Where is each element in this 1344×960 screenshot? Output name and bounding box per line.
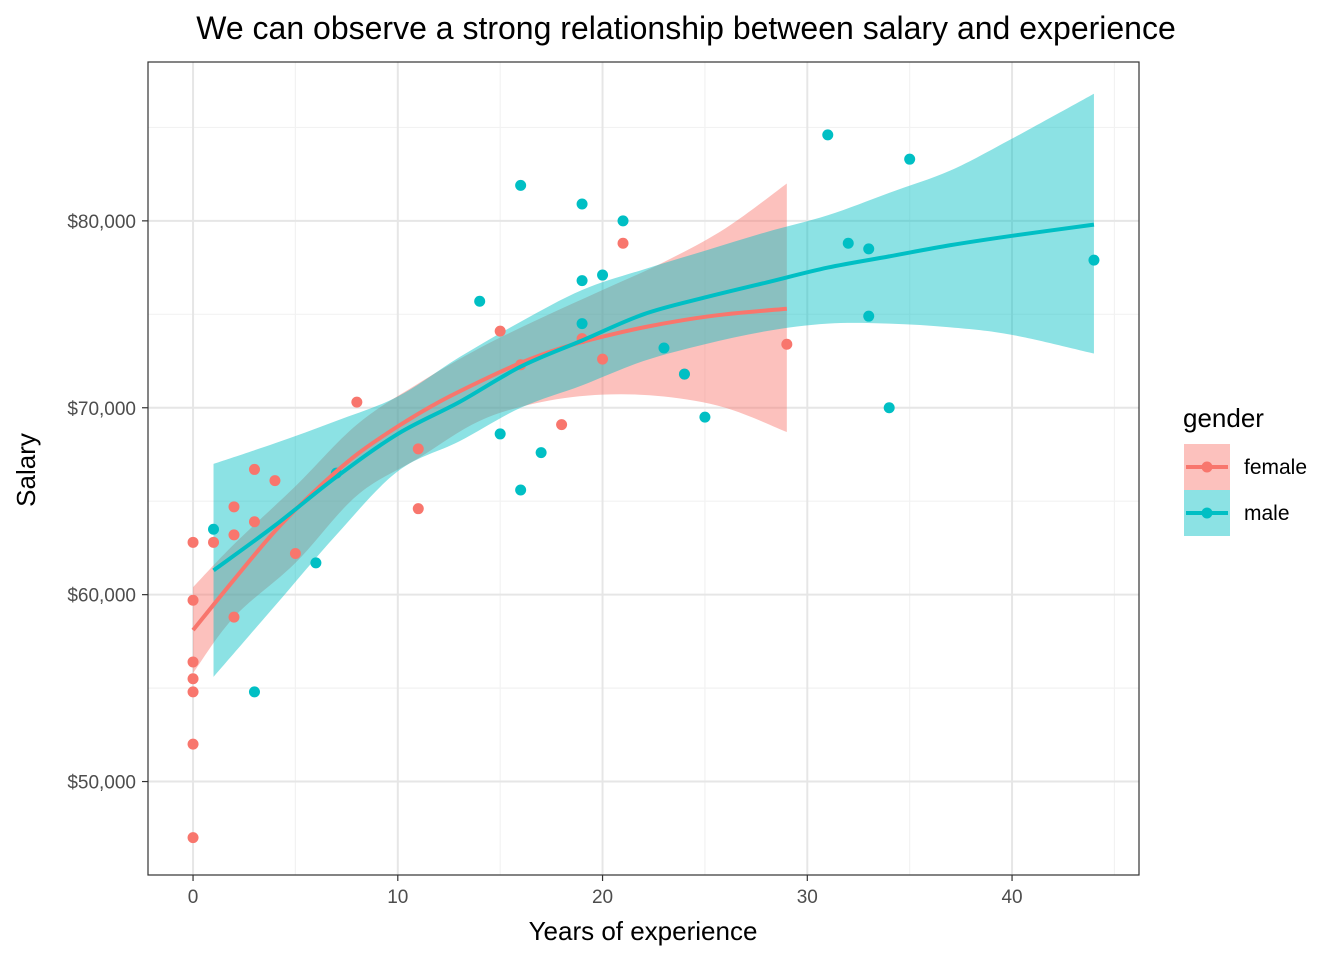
point-female: [187, 686, 199, 698]
y-tick-label: $80,000: [67, 212, 136, 233]
smooth-line-female: [191, 306, 788, 632]
legend-item-male: male: [1184, 490, 1290, 536]
point-female: [412, 443, 424, 455]
point-female: [617, 237, 629, 249]
x-tick-label: 40: [1001, 887, 1022, 908]
point-female: [228, 529, 240, 541]
legend-label: male: [1244, 502, 1290, 525]
confidence-bands: [193, 93, 1094, 677]
y-tick-label: $60,000: [67, 586, 136, 607]
point-male: [883, 402, 895, 414]
point-male: [535, 447, 547, 459]
point-male: [576, 275, 588, 287]
data-points: [187, 129, 1100, 844]
point-male: [310, 557, 322, 569]
point-female: [248, 463, 260, 475]
point-male: [474, 295, 486, 307]
point-female: [228, 501, 240, 513]
y-axis-title: Salary: [11, 433, 41, 507]
point-female: [187, 832, 199, 844]
point-female: [597, 353, 609, 365]
point-female: [187, 536, 199, 548]
point-female: [187, 656, 199, 668]
y-axis: $50,000 $60,000 $70,000 $80,000: [67, 212, 148, 794]
point-female: [187, 673, 199, 685]
point-female: [494, 325, 506, 337]
point-female: [208, 536, 220, 548]
legend-item-female: female: [1184, 444, 1307, 490]
point-male: [699, 411, 711, 423]
x-tick-label: 10: [387, 887, 408, 908]
point-female: [269, 475, 281, 487]
legend-title: gender: [1183, 403, 1264, 433]
point-male: [494, 428, 506, 440]
point-female: [228, 611, 240, 623]
y-tick-label: $70,000: [67, 399, 136, 420]
confidence-band-female: [193, 183, 787, 674]
point-male: [597, 269, 609, 281]
smooth-lines: [191, 222, 1095, 632]
y-tick-label: $50,000: [67, 773, 136, 794]
point-male: [617, 215, 629, 227]
x-tick-label: 0: [188, 887, 199, 908]
point-male: [248, 686, 260, 698]
x-axis: 0 10 20 30 40: [188, 875, 1023, 908]
point-male: [208, 523, 220, 535]
legend-key-point: [1201, 507, 1213, 519]
point-male: [842, 237, 854, 249]
point-male: [904, 153, 916, 165]
legend-label: female: [1244, 456, 1307, 479]
point-female: [187, 594, 199, 606]
point-female: [412, 503, 424, 515]
point-male: [658, 342, 670, 354]
x-tick-label: 20: [592, 887, 613, 908]
point-male: [1088, 254, 1100, 266]
point-male: [678, 368, 690, 380]
x-axis-title: Years of experience: [529, 916, 758, 946]
plot-area: [147, 61, 1140, 876]
point-female: [289, 548, 301, 560]
point-male: [863, 310, 875, 322]
point-female: [781, 338, 793, 350]
point-male: [822, 129, 834, 141]
point-male: [515, 484, 527, 496]
chart-title: We can observe a strong relationship bet…: [196, 10, 1176, 46]
x-tick-label: 30: [797, 887, 818, 908]
point-female: [187, 738, 199, 750]
panel-background: [148, 62, 1139, 875]
panel-border: [147, 61, 1140, 876]
point-male: [576, 318, 588, 330]
legend: gender female male: [1183, 403, 1307, 536]
point-male: [863, 243, 875, 255]
point-male: [576, 198, 588, 210]
smooth-line-male: [212, 222, 1095, 572]
point-female: [351, 396, 363, 408]
confidence-band-male: [213, 93, 1094, 677]
point-female: [248, 516, 260, 528]
legend-key-point: [1201, 461, 1213, 473]
point-female: [556, 419, 568, 431]
point-male: [515, 179, 527, 191]
